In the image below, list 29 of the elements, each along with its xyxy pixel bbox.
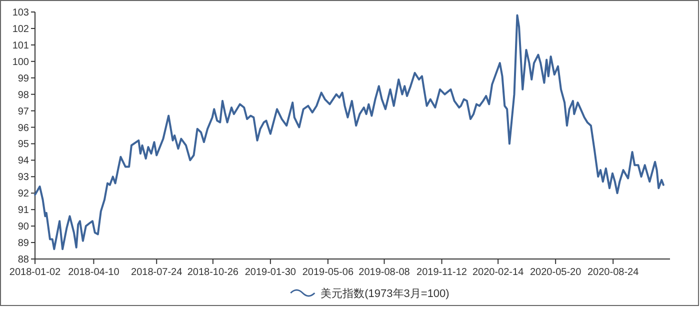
x-tick-label: 2020-02-14 xyxy=(472,267,524,278)
x-tick-label: 2019-05-06 xyxy=(302,267,354,278)
y-tick-label: 91 xyxy=(18,205,30,216)
x-tick-label: 2019-08-08 xyxy=(358,267,410,278)
y-tick-label: 93 xyxy=(18,172,30,184)
y-tick-label: 92 xyxy=(18,188,30,200)
y-tick-label: 94 xyxy=(18,156,30,167)
x-tick-label: 2018-01-02 xyxy=(9,267,62,278)
x-tick-label: 2019-01-30 xyxy=(244,267,296,278)
x-tick-label: 2020-08-24 xyxy=(588,267,640,278)
x-tick-label: 2018-04-10 xyxy=(68,267,120,278)
y-tick-label: 95 xyxy=(18,139,30,150)
x-tick-label: 2018-10-26 xyxy=(187,267,239,278)
y-tick-label: 98 xyxy=(18,90,30,101)
x-tick-label: 2019-11-12 xyxy=(416,267,468,278)
y-tick-label: 103 xyxy=(12,8,30,18)
legend-label: 美元指数(1973年3月=100) xyxy=(320,287,450,300)
y-tick-label: 99 xyxy=(18,73,30,84)
line-series xyxy=(34,14,664,250)
y-tick-label: 97 xyxy=(18,106,30,118)
y-tick-label: 88 xyxy=(18,254,30,266)
x-tick-label: 2018-07-24 xyxy=(131,267,183,278)
y-tick-label: 102 xyxy=(12,24,30,35)
y-tick-label: 101 xyxy=(12,40,30,52)
y-tick-label: 96 xyxy=(18,122,30,134)
y-tick-label: 90 xyxy=(18,222,30,233)
y-tick-label: 89 xyxy=(18,238,30,250)
y-tick-label: 100 xyxy=(12,56,30,68)
x-tick-label: 2020-05-20 xyxy=(530,267,582,278)
